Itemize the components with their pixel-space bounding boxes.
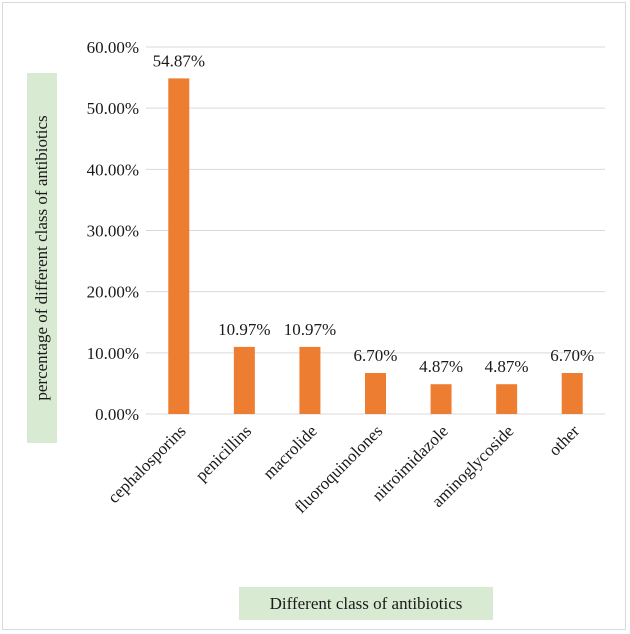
y-axis-title-group: percentage of different class of antibio… xyxy=(27,73,57,443)
y-tick-label: 60.00% xyxy=(87,38,139,57)
bar-fluoroquinolones xyxy=(365,373,386,414)
bar-penicillins xyxy=(233,346,255,414)
y-tick-label: 20.00% xyxy=(87,283,139,302)
bars xyxy=(168,78,583,414)
y-axis-title-background xyxy=(27,73,57,443)
category-label: cephalosporins xyxy=(104,421,190,507)
data-label: 54.87% xyxy=(153,51,205,70)
bar-other xyxy=(561,373,583,414)
y-tick-label: 0.00% xyxy=(95,405,139,424)
x-axis-title-background xyxy=(239,587,493,620)
category-label: macrolide xyxy=(259,421,320,482)
data-label: 4.87% xyxy=(419,357,463,376)
data-label: 6.70% xyxy=(354,346,398,365)
x-axis-tick-labels: cephalosporins penicillins macrolidefluoro… xyxy=(104,421,583,517)
data-labels: 54.87% 10.97% 10.97% 6.70% 4.87% 4.87% 6.70% xyxy=(153,51,595,376)
bar-nitroimidazole xyxy=(430,384,452,414)
x-axis-title: Different class of antibiotics xyxy=(270,594,463,613)
y-tick-label: 10.00% xyxy=(87,344,139,363)
y-tick-label: 40.00% xyxy=(87,160,139,179)
y-axis-title: percentage of different class of antibio… xyxy=(32,115,51,400)
bar-chart: 0.00% 10.00% 20.00% 30.00% 40.00% 50.00% 60.00… xyxy=(27,38,605,620)
data-label: 4.87% xyxy=(485,357,529,376)
data-label: 10.97% xyxy=(218,320,270,339)
y-tick-label: 50.00% xyxy=(87,99,139,118)
y-tick-label: 30.00% xyxy=(87,222,139,241)
bar-aminoglycoside xyxy=(496,384,518,414)
category-label: other xyxy=(545,421,583,459)
bar-macrolide xyxy=(299,346,321,414)
x-axis-title-group: Different class of antibiotics xyxy=(239,587,493,620)
data-label: 10.97% xyxy=(284,320,336,339)
gridlines xyxy=(146,46,605,415)
data-label: 6.70% xyxy=(550,346,594,365)
y-axis-tick-labels: 0.00% 10.00% 20.00% 30.00% 40.00% 50.00% 60.00… xyxy=(87,38,139,424)
bar-cephalosporins xyxy=(168,78,190,414)
category-label: penicillins xyxy=(192,421,256,485)
